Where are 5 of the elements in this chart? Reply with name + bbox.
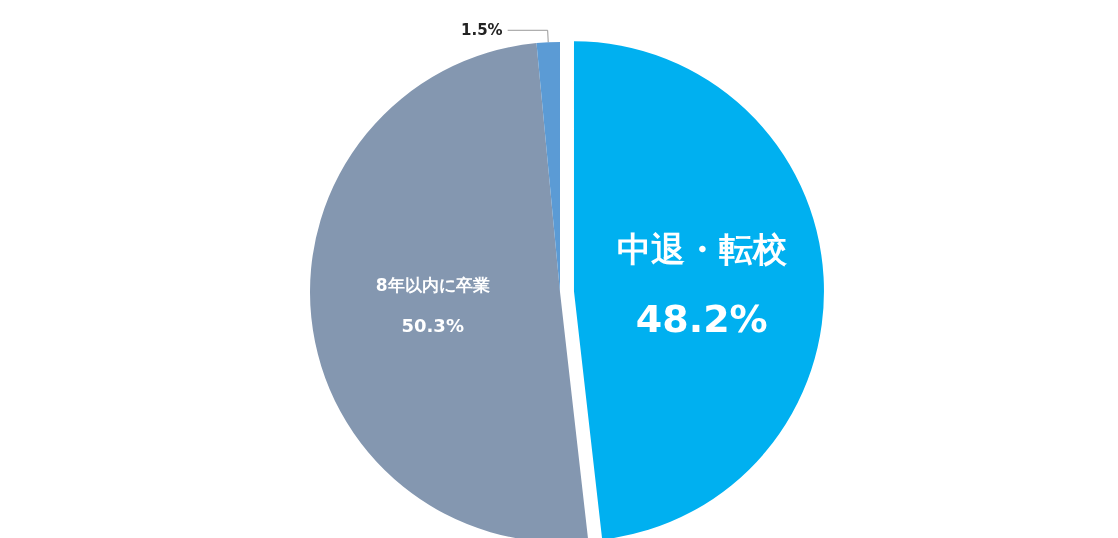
slice-label: 8年以内に卒業	[375, 275, 490, 296]
data-label: 48.2%	[635, 296, 768, 341]
data-label: 50.3%	[401, 314, 464, 336]
slice-label: 中退・転校	[616, 228, 788, 269]
data-label: 1.5%	[461, 21, 503, 40]
